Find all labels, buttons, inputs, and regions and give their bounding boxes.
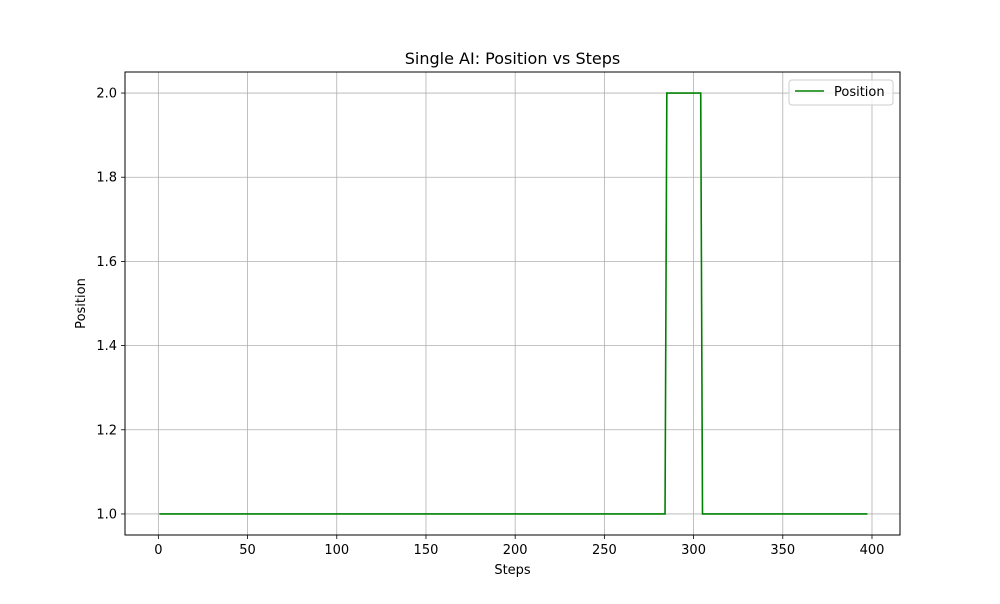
plot-area-frame bbox=[124, 71, 901, 536]
y-tick-label: 1.4 bbox=[96, 339, 117, 354]
x-tick-label: 400 bbox=[860, 543, 885, 558]
y-tick-label: 1.0 bbox=[96, 507, 117, 522]
legend-label-position: Position bbox=[834, 85, 885, 100]
chart-title: Single AI: Position vs Steps bbox=[405, 49, 620, 68]
y-tick-label: 1.2 bbox=[96, 423, 117, 438]
x-tick-label: 50 bbox=[239, 543, 256, 558]
x-tick-label: 200 bbox=[503, 543, 528, 558]
y-axis-label: Position bbox=[74, 278, 89, 329]
y-tick-label: 1.6 bbox=[96, 255, 117, 270]
series-layer bbox=[159, 92, 868, 515]
x-tick-label: 150 bbox=[414, 543, 439, 558]
legend-box bbox=[788, 79, 894, 106]
x-tick-label: 0 bbox=[154, 543, 162, 558]
x-tick-label: 250 bbox=[592, 543, 617, 558]
y-axis-ticks: 1.0 1.2 1.4 1.6 1.8 2.0 bbox=[96, 87, 125, 522]
y-tick-label: 2.0 bbox=[96, 87, 117, 102]
y-tick-label: 1.8 bbox=[96, 171, 117, 186]
x-axis-label: Steps bbox=[494, 563, 531, 578]
x-tick-label: 350 bbox=[770, 543, 795, 558]
x-tick-label: 300 bbox=[681, 543, 706, 558]
legend: Position bbox=[788, 79, 894, 106]
series-line-position bbox=[159, 92, 868, 515]
x-axis-ticks: 0 50 100 150 200 250 300 350 400 bbox=[154, 535, 884, 558]
x-tick-label: 100 bbox=[324, 543, 349, 558]
